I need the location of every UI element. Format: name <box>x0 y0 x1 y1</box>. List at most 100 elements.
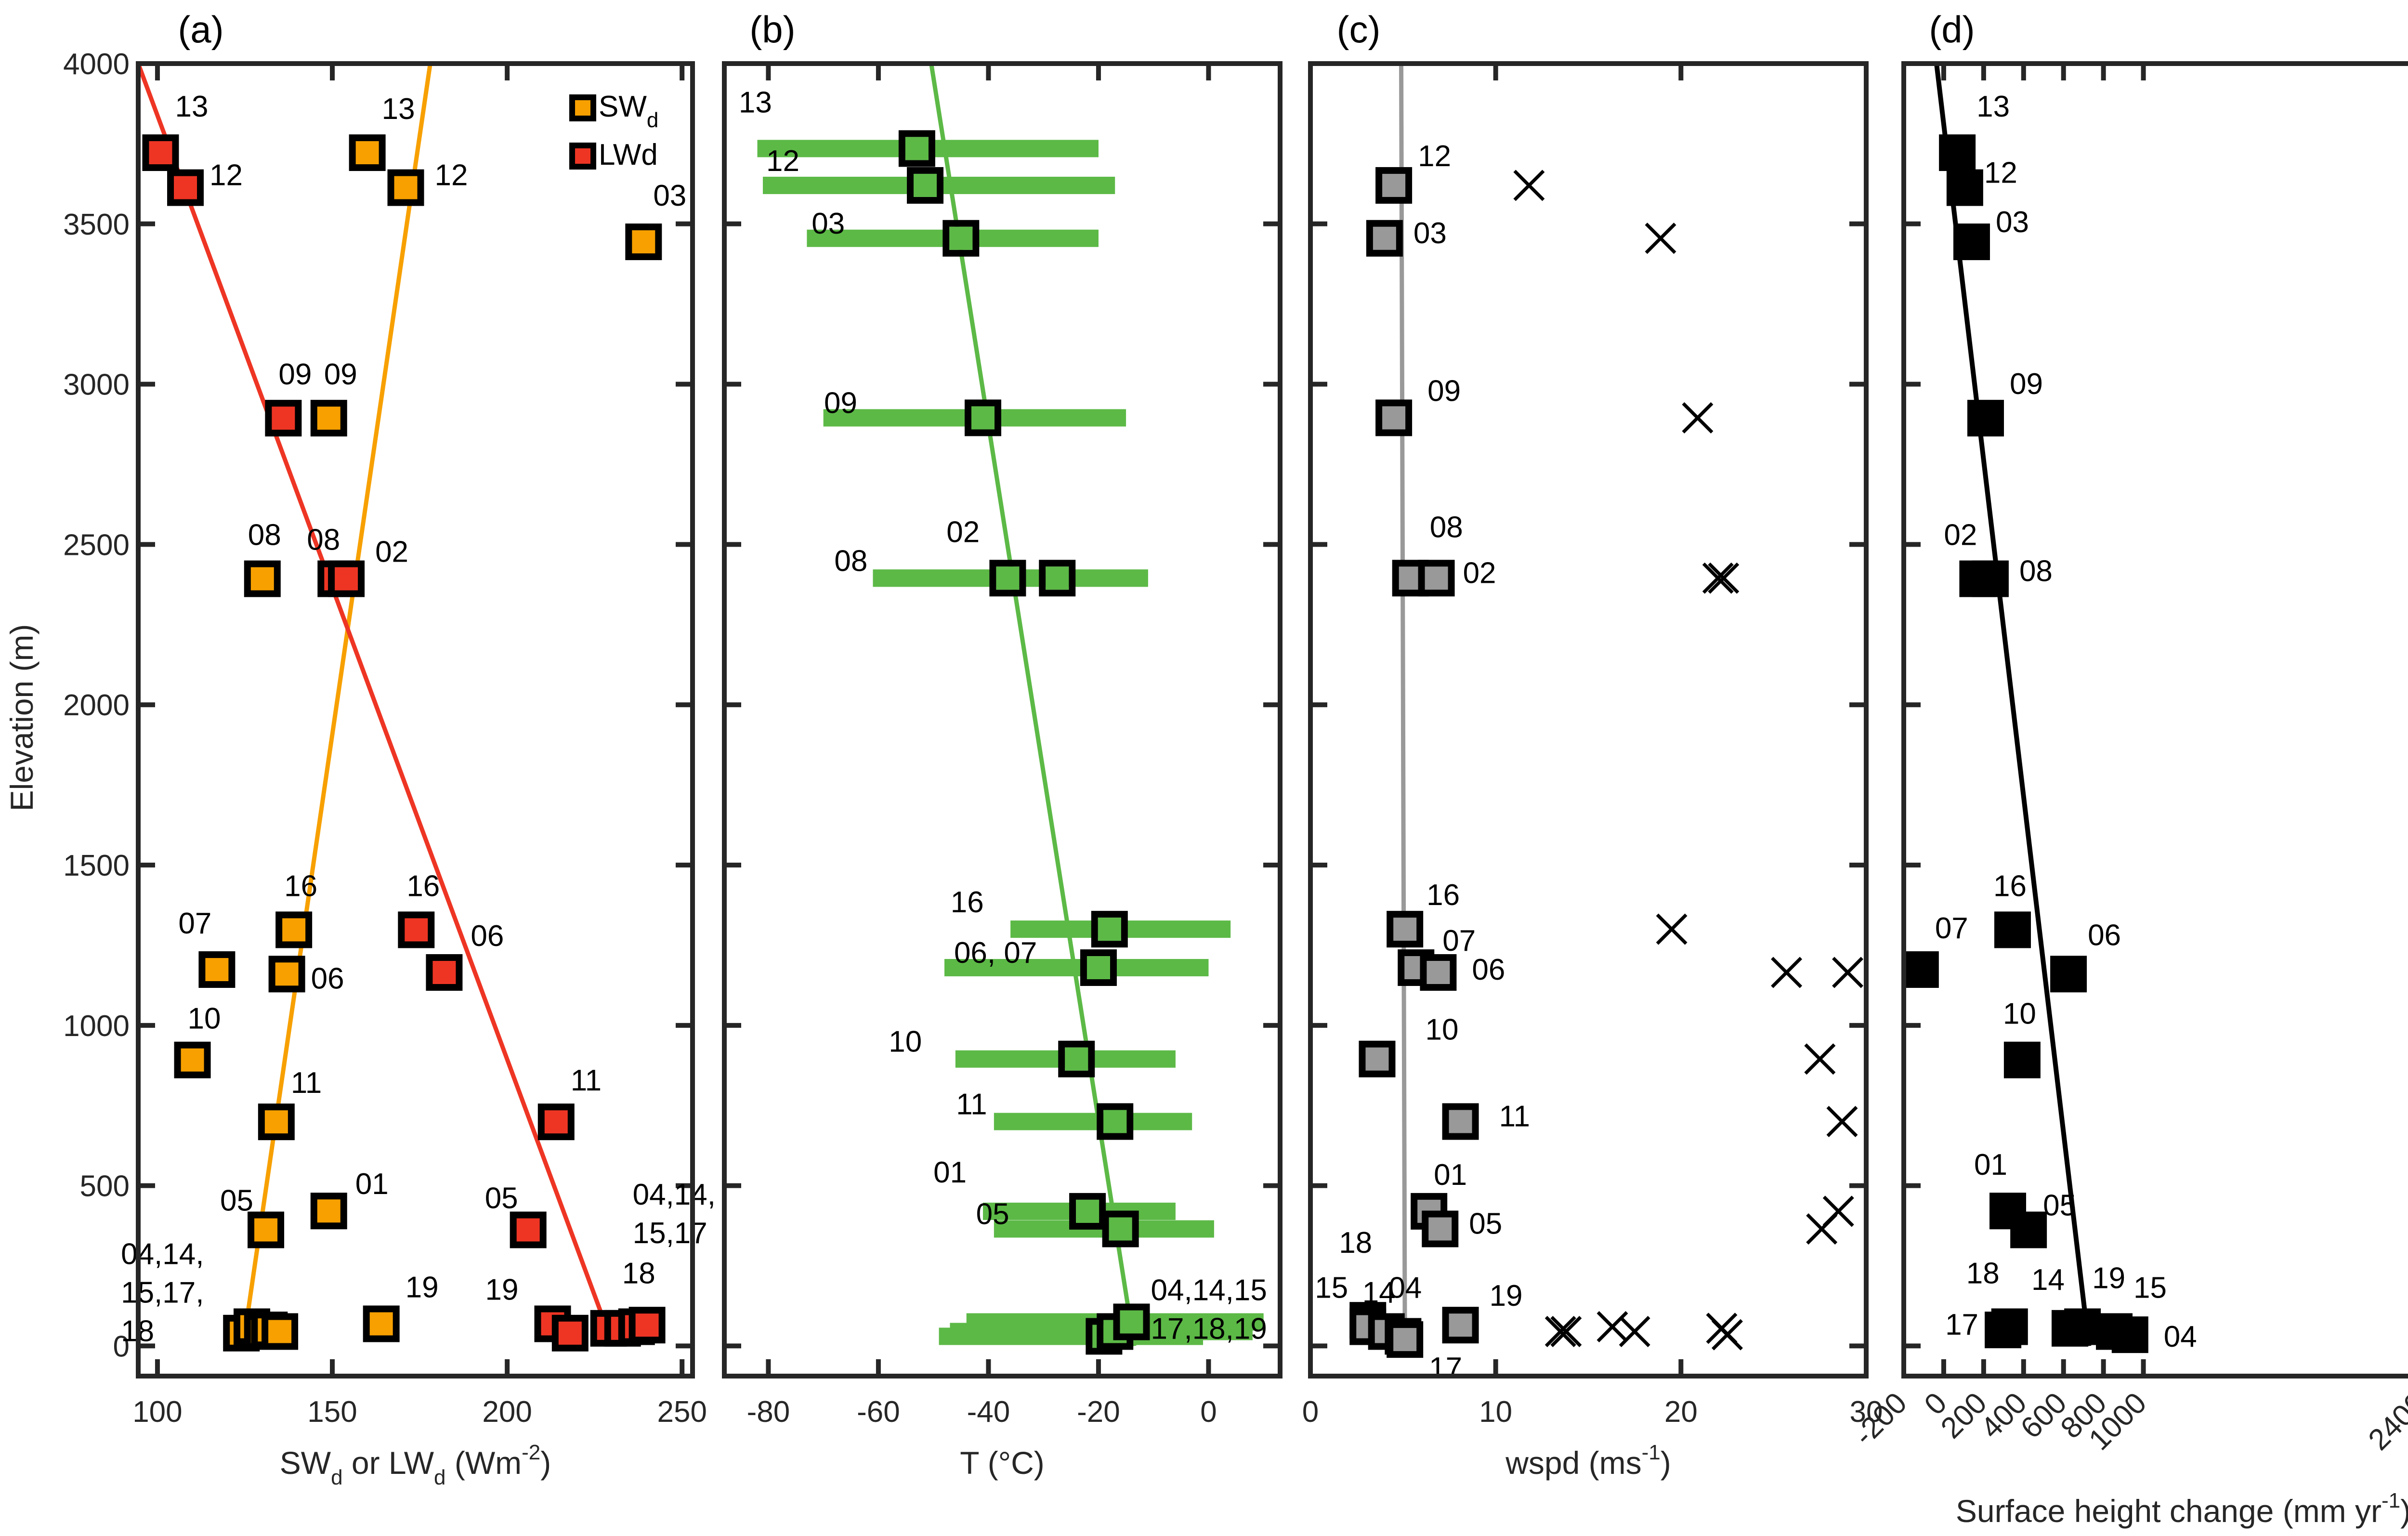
point-label: 06 <box>471 919 504 953</box>
data-point-fill <box>1076 1199 1099 1223</box>
data-point <box>628 1307 666 1344</box>
data-point <box>1387 911 1424 948</box>
plot-area-d <box>1904 64 2148 1353</box>
data-point-fill <box>1120 1310 1143 1334</box>
data-point <box>537 1103 575 1141</box>
data-point <box>2010 1211 2047 1248</box>
point-label: 04,14,15 17,18,19 <box>1151 1274 1267 1346</box>
data-point-fill <box>949 226 973 250</box>
fit-line-surface-height-change <box>1934 64 2092 1347</box>
point-label: 13 <box>1976 90 2010 123</box>
point-label: 10 <box>188 1002 221 1036</box>
x-tick-label: 100 <box>132 1395 182 1429</box>
point-label: 08 <box>2019 555 2053 588</box>
point-label: 09 <box>824 386 857 420</box>
point-label: 13 <box>739 86 772 119</box>
point-label: 06, 07 <box>954 936 1037 970</box>
point-label: 14 <box>1362 1276 1396 1309</box>
data-point <box>1422 1210 1459 1247</box>
data-point <box>167 169 204 206</box>
x-axis-label-b: T (°C) <box>960 1445 1044 1481</box>
point-label: 11 <box>291 1066 322 1100</box>
error-bar <box>994 1113 1192 1130</box>
data-point-x-marker <box>1550 1316 1582 1347</box>
plot-area-c <box>1349 64 1864 1358</box>
error-bar <box>944 959 1209 977</box>
point-label: 12 <box>435 159 468 192</box>
data-point <box>1375 399 1413 436</box>
point-label: 06 <box>1472 953 1505 986</box>
panel-title-a: (a) <box>178 8 223 51</box>
data-point-x-marker <box>1804 1043 1836 1075</box>
point-label: 02 <box>1944 519 1977 552</box>
data-point <box>349 134 386 171</box>
data-point <box>1946 169 1983 206</box>
data-point-fill <box>1109 1217 1132 1241</box>
data-point <box>1387 1321 1424 1358</box>
data-point <box>363 1305 400 1342</box>
panel-a: (a) 0 500 1000 1500 2000 2500 3000 3500 4000 100 15… <box>63 8 716 1489</box>
point-label: 05 <box>485 1182 518 1215</box>
legend-swatch <box>569 143 596 170</box>
point-label: 08 <box>1430 511 1463 544</box>
y-axis-label: Elevation (m) <box>4 624 39 812</box>
point-label: 16 <box>1993 869 2027 903</box>
data-point-fill <box>905 137 929 160</box>
point-label: 09 <box>2010 368 2043 401</box>
data-point <box>1994 911 2031 948</box>
point-label: 09 <box>1427 374 1461 407</box>
point-label: 09 <box>278 358 312 391</box>
data-point <box>1113 1303 1150 1340</box>
point-label: 06 <box>311 962 344 995</box>
data-point <box>625 223 662 261</box>
point-label: 03 <box>811 207 845 240</box>
axes-frame-b <box>722 61 1283 1378</box>
point-label: 08 <box>307 524 340 557</box>
legend-label: SWd <box>599 90 658 132</box>
point-label: 17 <box>1429 1352 1462 1385</box>
y-tick-label: 1500 <box>63 849 130 882</box>
point-label: 12 <box>766 144 799 178</box>
data-point <box>275 911 313 948</box>
data-point <box>510 1211 547 1248</box>
point-label: 04,14, 15,17, 18 <box>121 1237 204 1348</box>
data-point <box>551 1314 589 1352</box>
panel-title-d: (d) <box>1929 8 1975 51</box>
data-point <box>174 1041 211 1078</box>
point-label: 05 <box>1469 1207 1502 1240</box>
data-point <box>265 400 302 437</box>
data-point-fill <box>1065 1047 1088 1071</box>
point-label: 04 <box>1388 1271 1422 1304</box>
point-label: 19 <box>2092 1261 2125 1295</box>
x-tick-label: 250 <box>657 1395 707 1429</box>
data-point <box>1972 560 2009 597</box>
point-label: 04 <box>2164 1320 2197 1353</box>
x-tick-label: 200 <box>482 1395 532 1429</box>
data-point <box>989 560 1026 597</box>
point-label: 10 <box>1425 1013 1458 1047</box>
fit-line-lwd <box>138 64 611 1334</box>
fit-line-mean-wspd <box>1399 64 1407 1346</box>
point-label: 01 <box>355 1168 389 1201</box>
point-label: 02 <box>1463 556 1496 590</box>
data-point <box>1953 223 1990 261</box>
data-point <box>1097 1103 1134 1140</box>
data-point <box>1359 1040 1396 1077</box>
x-tick-label: -80 <box>747 1395 790 1429</box>
data-point <box>1420 954 1457 991</box>
point-label: 18 <box>1966 1257 2000 1290</box>
point-label: 01 <box>933 1156 967 1189</box>
x-tick-label: 20 <box>1664 1395 1698 1429</box>
point-label: 09 <box>324 358 357 391</box>
data-point <box>2111 1316 2148 1353</box>
data-point <box>1091 911 1128 948</box>
point-label: 11 <box>956 1088 987 1121</box>
data-point <box>2003 1041 2041 1078</box>
point-label: 03 <box>653 179 686 212</box>
data-point <box>2050 956 2087 993</box>
legend-entry-lwd: LWd <box>569 138 658 171</box>
data-point-x-marker <box>1645 223 1676 254</box>
data-point <box>198 951 236 988</box>
